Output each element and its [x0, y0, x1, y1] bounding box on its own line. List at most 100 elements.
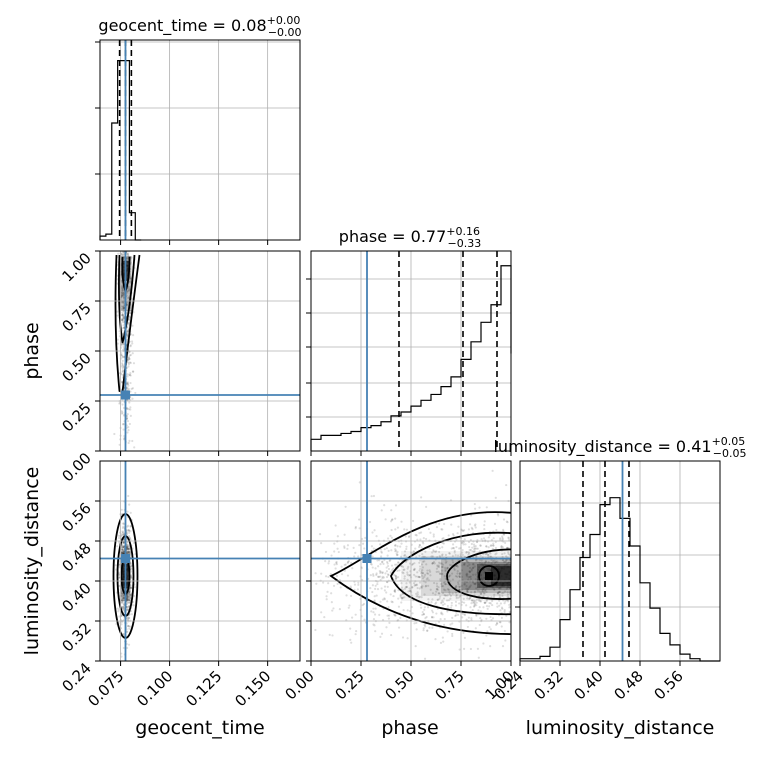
panel-phase-distance-sample-point	[376, 588, 380, 591]
panel-phase-distance-sample-point	[461, 529, 465, 533]
panel-phase-distance-sample-point	[504, 639, 507, 642]
panel-geocent-distance-sample-point	[120, 508, 123, 511]
panel-geocent-distance-sample-point	[126, 525, 129, 528]
panel-geocent-phase-sample-point	[126, 407, 129, 410]
panel-phase-distance-sample-point	[489, 552, 492, 555]
panel-phase-distance-sample-point	[499, 537, 502, 540]
panel-phase-distance-sample-point	[471, 608, 474, 612]
panel-phase-distance-sample-point	[448, 592, 451, 596]
panel-phase-distance-sample-point	[451, 543, 455, 546]
panel-phase-distance-sample-point	[465, 560, 468, 563]
panel-phase-distance-sample-point	[407, 590, 410, 593]
panel-phase-distance-sample-point	[478, 623, 481, 627]
panel-phase-distance-sample-point	[406, 578, 409, 581]
panel-geocent-phase-sample-point	[120, 294, 123, 297]
panel-geocent-phase-sample-point	[129, 414, 132, 418]
panel-phase-distance-sample-point	[437, 565, 441, 569]
panel-phase-distance-sample-point	[463, 636, 467, 639]
panel-geocent-distance-sample-point	[129, 511, 132, 514]
panel-phase-distance-sample-point	[380, 550, 383, 553]
panel-geocent-distance-sample-point	[122, 551, 125, 555]
panel-geocent-distance-sample-point	[128, 534, 131, 538]
panel-phase-distance-sample-point	[490, 596, 493, 599]
panel-phase-distance-sample-point	[473, 601, 476, 604]
panel-geocent-phase-sample-point	[126, 291, 129, 294]
panel-geocent-distance-sample-point	[126, 547, 129, 550]
panel-geocent-distance-sample-point	[127, 550, 130, 553]
panel-phase-distance-sample-point	[320, 542, 323, 545]
panel-phase-distance-sample-point	[374, 584, 377, 587]
panel-geocent-phase-sample-point	[122, 290, 125, 293]
panel-geocent-phase-sample-point	[132, 362, 136, 365]
panel-phase-distance-sample-point	[405, 545, 408, 548]
panel-phase-distance-sample-point	[467, 616, 470, 619]
panel-phase-distance-sample-point	[467, 578, 470, 581]
panel-phase-distance-sample-point	[501, 535, 504, 538]
panel-geocent-distance-truth-marker	[120, 554, 130, 563]
panel-phase-distance-sample-point	[456, 575, 459, 578]
panel-phase-distance-sample-point	[434, 593, 437, 596]
panel-phase-distance-sample-point	[386, 537, 390, 540]
panel-phase-distance-sample-point	[476, 647, 480, 650]
panel-geocent-phase-sample-point	[121, 313, 124, 316]
panel-phase-distance-sample-point	[448, 574, 451, 577]
panel-phase-distance-sample-point	[425, 505, 428, 509]
panel-phase-distance-sample-point	[432, 550, 435, 553]
panel-geocent-distance-sample-point	[128, 599, 131, 602]
panel-phase-distance-sample-point	[333, 542, 336, 545]
panel-phase-distance-sample-point	[387, 564, 390, 568]
panel-phase-distance-sample-point	[446, 630, 449, 633]
panel-geocent-distance-sample-point	[128, 529, 131, 533]
panel-phase-distance-sample-point	[421, 572, 425, 575]
panel-geocent-distance-sample-point	[121, 548, 124, 551]
panel-geocent-distance-sample-point	[122, 541, 125, 544]
panel-phase-distance-sample-point	[399, 596, 402, 599]
panel-phase-distance-sample-point	[467, 540, 471, 544]
panel-phase-distance-sample-point	[504, 541, 507, 544]
panel-phase-distance-sample-point	[393, 589, 396, 592]
panel-phase-distance-sample-point	[462, 543, 465, 546]
panel-geocent-phase-sample-point	[129, 279, 132, 283]
panel-phase-distance-sample-point	[421, 566, 425, 569]
panel-phase-distance-sample-point	[491, 547, 494, 550]
panel-geocent-phase-sample-point	[127, 408, 130, 411]
panel-phase-distance-contour	[329, 511, 511, 635]
panel-phase-distance-sample-point	[466, 589, 469, 592]
panel-phase-distance-sample-point	[461, 600, 464, 604]
panel-phase-distance-sample-point	[408, 574, 412, 577]
panel-geocent-distance-sample-point	[122, 552, 125, 555]
panel-geocent-phase-sample-point	[126, 373, 129, 376]
panel-geocent-distance-sample-point	[121, 543, 124, 547]
panel-geocent-phase-sample-point	[122, 310, 126, 313]
panel-geocent-phase-sample-point	[121, 314, 124, 317]
panel-phase-distance-sample-point	[373, 599, 376, 602]
panel-geocent-phase-sample-point	[121, 311, 124, 314]
panel-phase-distance-sample-point	[422, 612, 425, 616]
panel-phase-distance-sample-point	[451, 578, 455, 581]
panel-phase-distance-sample-point	[396, 550, 399, 554]
panel-geocent-phase-sample-point	[127, 441, 130, 445]
panel-phase-distance-sample-point	[431, 562, 434, 565]
panel-phase-distance-contour	[446, 548, 511, 600]
panel-geocent-phase-sample-point	[120, 281, 123, 284]
panel-phase-distance-sample-point	[498, 591, 501, 594]
panel-phase-distance-sample-point	[415, 584, 418, 587]
panel-phase-distance-sample-point	[357, 581, 360, 584]
panel-geocent-distance-sample-point	[126, 646, 129, 650]
panel-phase-distance-sample-point	[383, 558, 386, 562]
ytick-label-phase: 0.25	[58, 399, 94, 435]
panel-phase-distance-sample-point	[436, 565, 439, 568]
panel-geocent-phase-contour	[114, 254, 141, 394]
panel-phase-distance-sample-point	[495, 621, 499, 625]
panel-geocent-phase-sample-point	[120, 342, 124, 346]
panel-phase-distance-sample-point	[475, 587, 478, 590]
panel-phase-distance-sample-point	[485, 545, 488, 548]
panel-phase-distance-sample-point	[462, 631, 465, 635]
panel-geocent-distance-sample-point	[121, 544, 124, 548]
title-luminosity_distance: luminosity_distance = 0.41+0.05 −0.05	[493, 435, 746, 460]
panel-phase-distance-sample-point	[491, 599, 494, 603]
panel-phase-distance-sample-point	[389, 559, 392, 562]
panel-phase-distance-sample-point	[465, 580, 468, 584]
panel-phase-distance-sample-point	[444, 577, 447, 580]
panel-phase-distance-sample-point	[403, 550, 407, 553]
